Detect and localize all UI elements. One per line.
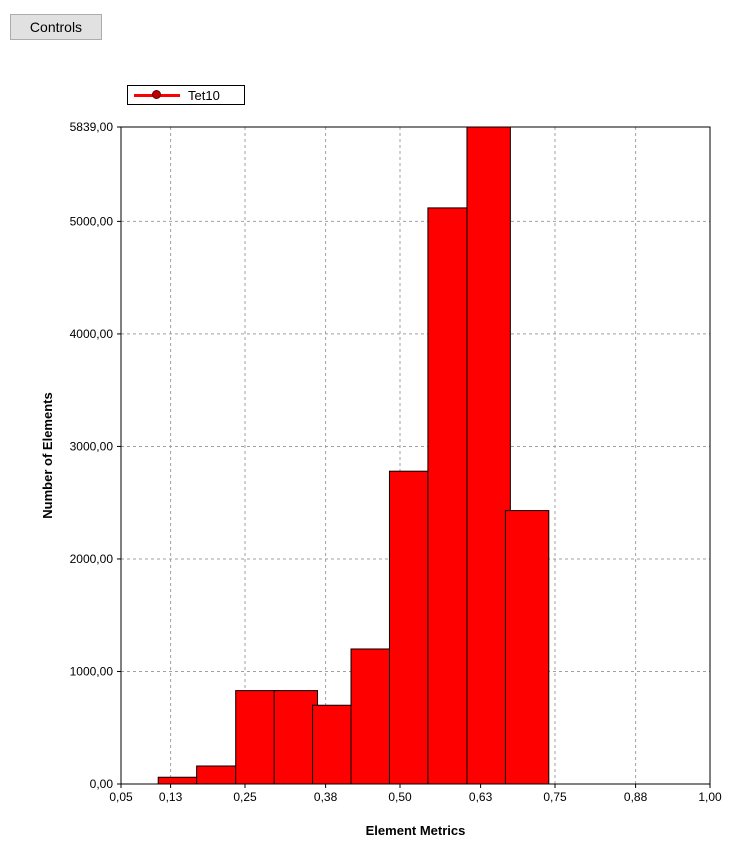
- y-tick-label: 1000,00: [70, 664, 114, 678]
- y-tick-label: 3000,00: [70, 439, 114, 453]
- bar-7: [388, 470, 434, 785]
- bar-10: [504, 510, 550, 785]
- x-axis-ticks: 0,05 0,13 0,25 0,38 0,50 0,63 0,75 0,88 1,00: [109, 784, 722, 804]
- y-axis-title: Number of Elements: [40, 392, 55, 518]
- legend: Tet10: [127, 85, 245, 105]
- legend-marker-icon: [152, 90, 161, 99]
- y-tick-label: 5000,00: [70, 214, 114, 228]
- x-tick-label: 0,63: [469, 790, 493, 804]
- bar-9: [466, 126, 511, 785]
- plot-frame: [120, 126, 711, 785]
- controls-button[interactable]: Controls: [10, 14, 102, 40]
- y-tick-label: 5839,00: [70, 120, 114, 134]
- bar-4: [273, 690, 319, 785]
- grid: [121, 127, 710, 784]
- bar-2: [196, 765, 241, 785]
- bar-1: [157, 776, 203, 785]
- bar-5: [312, 704, 357, 785]
- bar-6: [350, 648, 395, 785]
- x-tick-label: 0,38: [314, 790, 338, 804]
- x-tick-label: 0,25: [233, 790, 257, 804]
- y-tick-label: 2000,00: [70, 552, 114, 566]
- bars: [157, 126, 550, 785]
- x-tick-label: 1,00: [698, 790, 722, 804]
- bar-3: [235, 690, 280, 785]
- x-tick-label: 0,50: [388, 790, 412, 804]
- x-tick-label: 0,75: [543, 790, 567, 804]
- bar-8: [427, 207, 472, 785]
- x-tick-label: 0,13: [159, 790, 183, 804]
- y-tick-label: 0,00: [90, 777, 114, 791]
- legend-label: Tet10: [188, 88, 220, 103]
- y-tick-label: 4000,00: [70, 327, 114, 341]
- x-axis-title: Element Metrics: [366, 823, 466, 838]
- y-axis-ticks: 0,00 1000,00 2000,00 3000,00 4000,00 5000,00 5…: [70, 120, 121, 791]
- x-tick-label: 0,88: [624, 790, 648, 804]
- x-tick-label: 0,05: [109, 790, 133, 804]
